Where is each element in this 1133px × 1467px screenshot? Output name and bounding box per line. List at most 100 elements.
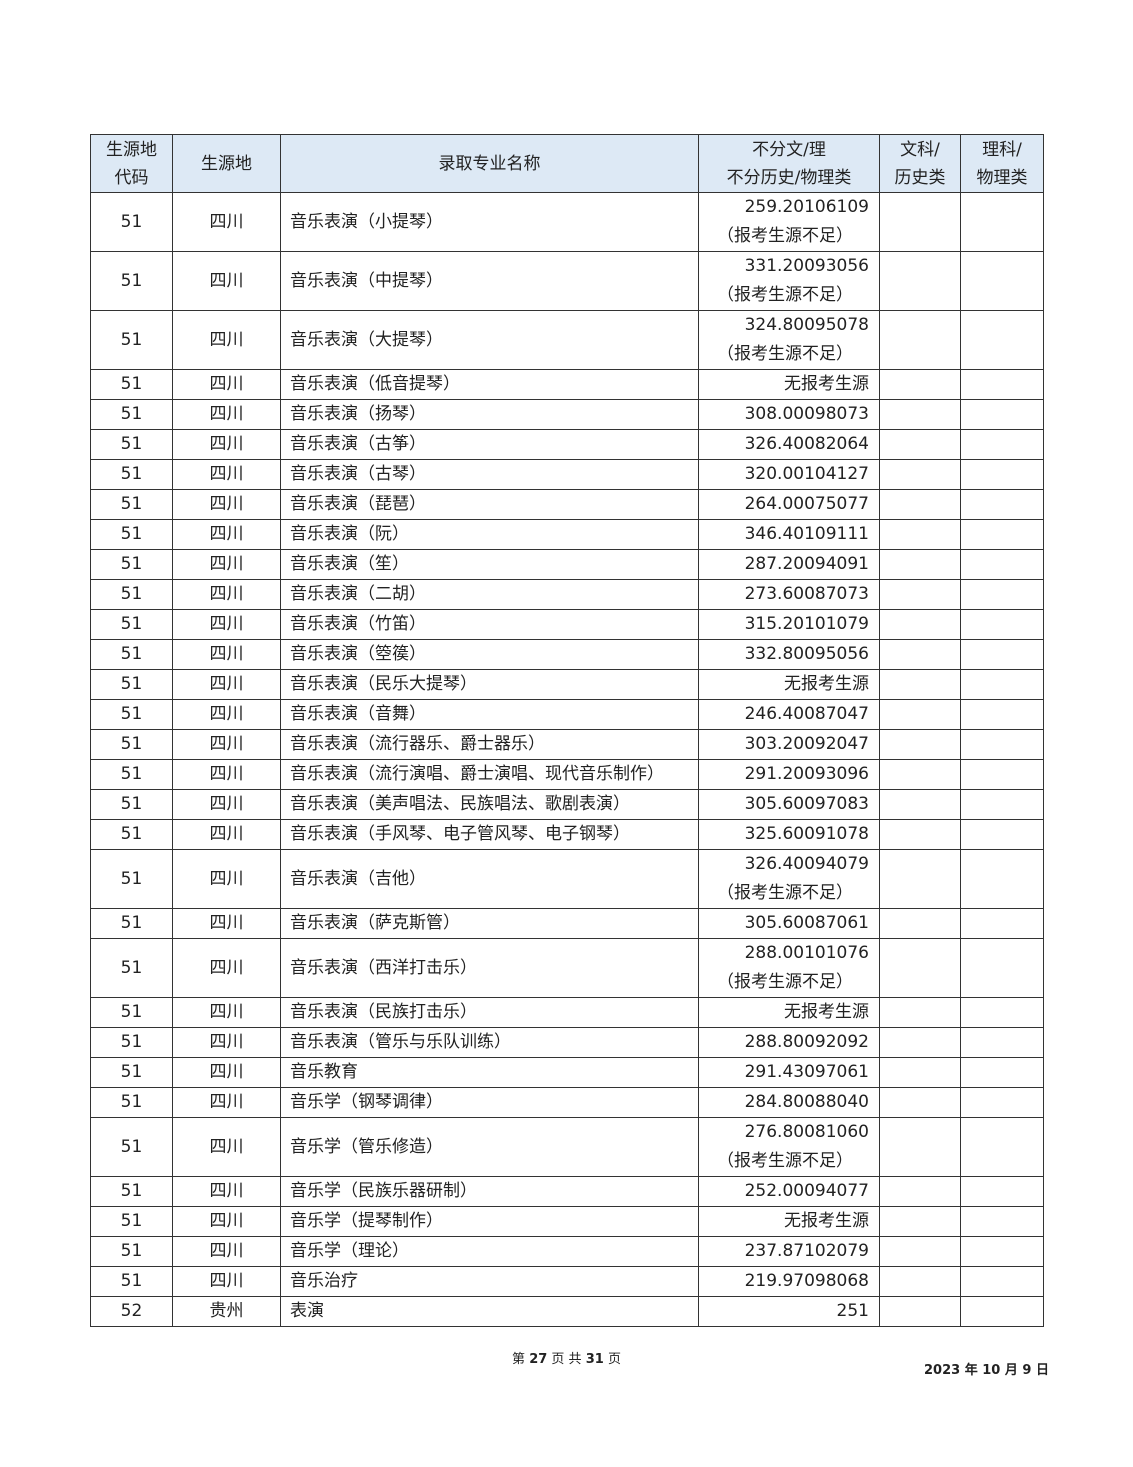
score-value: 303.20092047 bbox=[744, 734, 869, 754]
page-number: 第 27 页 共 31 页 bbox=[512, 1352, 621, 1367]
cell-score: 259.20106109 （报考生源不足） bbox=[698, 192, 880, 252]
cell-score: 305.60097083 bbox=[698, 789, 880, 820]
score-note: （报考生源不足） bbox=[717, 226, 853, 246]
cell-region: 四川 bbox=[172, 1057, 281, 1088]
cell-sci bbox=[960, 1087, 1044, 1118]
cell-sci bbox=[960, 997, 1044, 1028]
cell-sci bbox=[960, 489, 1044, 520]
table-row: 51 四川 音乐学（民族乐器研制） 252.00094077 bbox=[90, 1176, 1044, 1207]
cell-major: 音乐表演（阮） bbox=[280, 519, 699, 550]
score-value: 320.00104127 bbox=[744, 464, 869, 484]
table-row: 51 四川 音乐表演（笙） 287.20094091 bbox=[90, 549, 1044, 580]
cell-arts bbox=[879, 908, 961, 939]
cell-score: 252.00094077 bbox=[698, 1176, 880, 1207]
cell-code: 51 bbox=[90, 609, 173, 640]
cell-code: 51 bbox=[90, 1266, 173, 1297]
cell-arts bbox=[879, 310, 961, 370]
cell-sci bbox=[960, 1296, 1044, 1327]
cell-major: 音乐表演（流行演唱、爵士演唱、现代音乐制作） bbox=[280, 759, 699, 790]
cell-region: 四川 bbox=[172, 310, 281, 370]
cell-major: 音乐表演（手风琴、电子管风琴、电子钢琴） bbox=[280, 819, 699, 850]
cell-sci bbox=[960, 549, 1044, 580]
cell-code: 51 bbox=[90, 997, 173, 1028]
header-arts: 文科/ 历史类 bbox=[879, 134, 961, 193]
table-row: 51 四川 音乐表演（流行演唱、爵士演唱、现代音乐制作） 291.2009309… bbox=[90, 759, 1044, 790]
cell-arts bbox=[879, 729, 961, 760]
score-note: （报考生源不足） bbox=[717, 285, 853, 305]
cell-region: 四川 bbox=[172, 908, 281, 939]
cell-region: 四川 bbox=[172, 399, 281, 430]
header-code: 生源地代码 bbox=[90, 134, 173, 193]
cell-arts bbox=[879, 369, 961, 400]
cell-code: 51 bbox=[90, 639, 173, 670]
table-row: 51 四川 音乐表演（二胡） 273.60087073 bbox=[90, 579, 1044, 610]
cell-sci bbox=[960, 1057, 1044, 1088]
cell-major: 音乐表演（民族打击乐） bbox=[280, 997, 699, 1028]
score-note: （报考生源不足） bbox=[717, 1151, 853, 1171]
cell-major: 音乐表演（流行器乐、爵士器乐） bbox=[280, 729, 699, 760]
cell-code: 51 bbox=[90, 459, 173, 490]
cell-score: 308.00098073 bbox=[698, 399, 880, 430]
cell-region: 四川 bbox=[172, 1236, 281, 1267]
cell-region: 四川 bbox=[172, 639, 281, 670]
cell-score: 305.60087061 bbox=[698, 908, 880, 939]
header-major: 录取专业名称 bbox=[280, 134, 699, 193]
cell-region: 四川 bbox=[172, 251, 281, 311]
cell-code: 51 bbox=[90, 938, 173, 998]
cell-arts bbox=[879, 1236, 961, 1267]
score-value: 276.80081060 bbox=[744, 1122, 869, 1142]
score-value: 291.43097061 bbox=[744, 1062, 869, 1082]
cell-arts bbox=[879, 609, 961, 640]
cell-sci bbox=[960, 819, 1044, 850]
cell-code: 51 bbox=[90, 192, 173, 252]
cell-sci bbox=[960, 399, 1044, 430]
cell-major: 音乐表演（吉他） bbox=[280, 849, 699, 909]
cell-arts bbox=[879, 669, 961, 700]
table-row: 51 四川 音乐表演（箜篌） 332.80095056 bbox=[90, 639, 1044, 670]
score-value: 332.80095056 bbox=[744, 644, 869, 664]
cell-region: 四川 bbox=[172, 1027, 281, 1058]
cell-code: 51 bbox=[90, 310, 173, 370]
cell-score: 276.80081060 （报考生源不足） bbox=[698, 1117, 880, 1177]
cell-major: 音乐学（提琴制作） bbox=[280, 1206, 699, 1237]
cell-region: 四川 bbox=[172, 519, 281, 550]
score-value: 无报考生源 bbox=[784, 374, 869, 394]
score-value: 331.20093056 bbox=[744, 256, 869, 276]
cell-region: 四川 bbox=[172, 579, 281, 610]
cell-arts bbox=[879, 1027, 961, 1058]
cell-sci bbox=[960, 251, 1044, 311]
cell-score: 326.40082064 bbox=[698, 429, 880, 460]
score-value: 346.40109111 bbox=[744, 524, 869, 544]
cell-region: 四川 bbox=[172, 369, 281, 400]
cell-code: 51 bbox=[90, 1027, 173, 1058]
cell-major: 音乐表演（美声唱法、民族唱法、歌剧表演） bbox=[280, 789, 699, 820]
cell-code: 51 bbox=[90, 1087, 173, 1118]
cell-code: 51 bbox=[90, 759, 173, 790]
score-value: 251 bbox=[836, 1301, 869, 1321]
cell-code: 51 bbox=[90, 789, 173, 820]
cell-arts bbox=[879, 759, 961, 790]
cell-arts bbox=[879, 192, 961, 252]
document-date: 2023 年 10 月 9 日 bbox=[924, 1363, 1049, 1378]
score-note: （报考生源不足） bbox=[717, 883, 853, 903]
cell-major: 音乐表演（竹笛） bbox=[280, 609, 699, 640]
table-row: 51 四川 音乐表演（小提琴） 259.20106109 （报考生源不足） bbox=[90, 192, 1044, 252]
score-value: 无报考生源 bbox=[784, 1002, 869, 1022]
table-row: 51 四川 音乐表演（阮） 346.40109111 bbox=[90, 519, 1044, 550]
cell-code: 51 bbox=[90, 1117, 173, 1177]
cell-region: 四川 bbox=[172, 729, 281, 760]
cell-code: 51 bbox=[90, 1206, 173, 1237]
cell-score: 291.20093096 bbox=[698, 759, 880, 790]
cell-region: 四川 bbox=[172, 759, 281, 790]
cell-region: 贵州 bbox=[172, 1296, 281, 1327]
cell-major: 表演 bbox=[280, 1296, 699, 1327]
cell-sci bbox=[960, 908, 1044, 939]
score-value: 305.60087061 bbox=[744, 913, 869, 933]
cell-arts bbox=[879, 1266, 961, 1297]
table-row: 51 四川 音乐表演（琵琶） 264.00075077 bbox=[90, 489, 1044, 520]
score-value: 308.00098073 bbox=[744, 404, 869, 424]
cell-code: 51 bbox=[90, 489, 173, 520]
cell-region: 四川 bbox=[172, 429, 281, 460]
cell-region: 四川 bbox=[172, 669, 281, 700]
cell-sci bbox=[960, 609, 1044, 640]
